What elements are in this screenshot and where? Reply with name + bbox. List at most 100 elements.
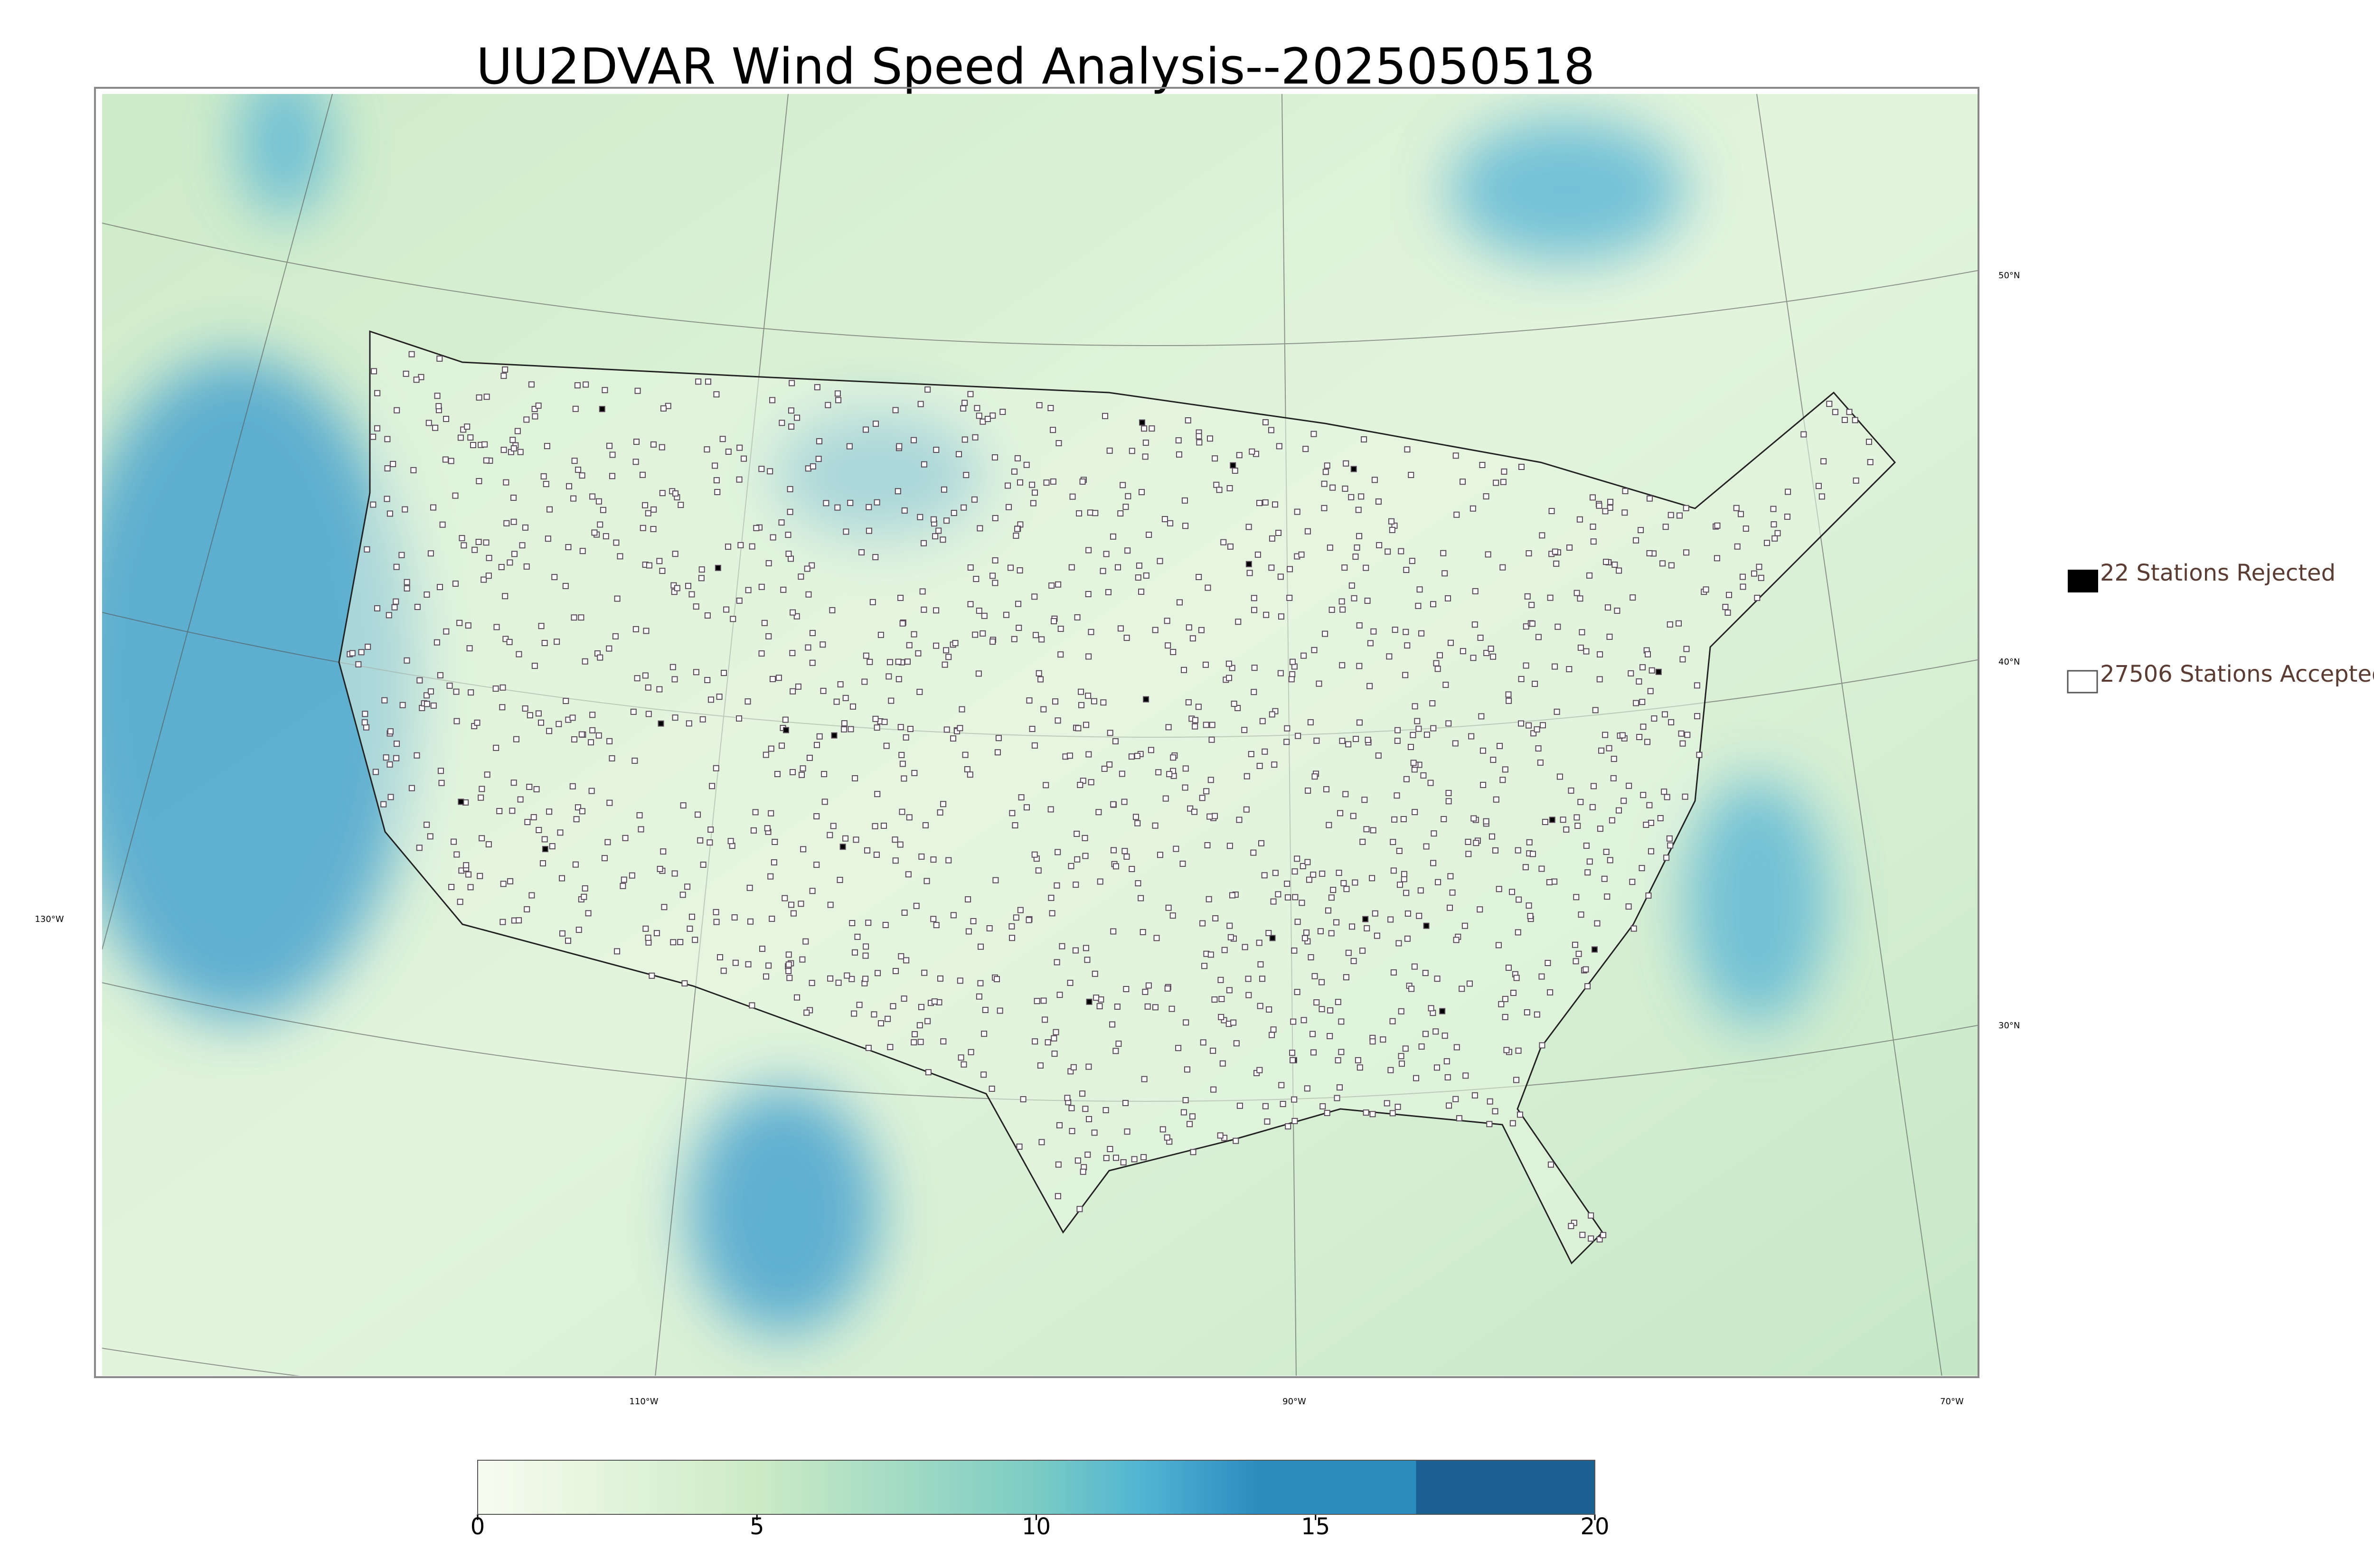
station: [1492, 847, 1499, 854]
station: [498, 564, 505, 571]
station: [736, 444, 743, 451]
station: [1080, 1168, 1086, 1175]
station: [478, 794, 484, 801]
station: [1430, 860, 1437, 866]
station: [393, 755, 400, 761]
station: [892, 967, 899, 974]
station: [1310, 1049, 1317, 1056]
station: [1622, 488, 1629, 494]
station: [448, 458, 454, 464]
station: [1269, 1032, 1275, 1038]
station: [539, 860, 546, 867]
station: [1472, 588, 1479, 594]
station: [394, 407, 400, 413]
station: [500, 881, 507, 887]
station: [542, 846, 548, 853]
station: [1403, 890, 1410, 896]
station: [1516, 896, 1522, 903]
station: [820, 641, 826, 648]
station: [851, 949, 858, 956]
station: [458, 798, 464, 805]
station: [942, 661, 948, 668]
station: [1548, 508, 1555, 515]
station: [1085, 547, 1092, 554]
station: [837, 681, 844, 688]
station: [434, 393, 441, 399]
station: [544, 443, 550, 450]
station: [805, 644, 811, 651]
station: [443, 628, 450, 635]
station: [1319, 1006, 1325, 1013]
station: [1400, 816, 1407, 823]
station: [749, 1002, 755, 1009]
station: [1286, 594, 1293, 601]
station: [361, 719, 368, 726]
station: [1085, 653, 1092, 660]
station: [1085, 751, 1092, 758]
station: [1093, 995, 1100, 1001]
station: [1012, 822, 1018, 829]
station: [1233, 1040, 1240, 1047]
station: [1100, 699, 1107, 706]
station: [480, 576, 487, 583]
station: [1069, 1128, 1075, 1135]
station: [1403, 566, 1410, 573]
station: [1447, 904, 1453, 911]
station: [1573, 590, 1580, 596]
station: [1016, 625, 1022, 631]
station: [1074, 856, 1081, 863]
station: [980, 1071, 987, 1078]
station: [1418, 1043, 1425, 1050]
station: [613, 539, 620, 546]
station: [887, 1044, 894, 1051]
station: [1539, 532, 1545, 539]
station: [906, 642, 913, 648]
legend-swatch-accepted: [2067, 670, 2098, 694]
station: [898, 751, 905, 758]
station: [672, 551, 678, 557]
station: [1225, 660, 1232, 667]
station: [1434, 976, 1441, 982]
station: [999, 409, 1006, 415]
station: [906, 814, 913, 821]
station: [692, 937, 698, 943]
station: [1064, 1095, 1071, 1101]
station: [1050, 427, 1056, 433]
station: [674, 585, 680, 592]
station: [1055, 1193, 1061, 1200]
station: [1629, 879, 1636, 885]
station: [915, 650, 922, 657]
station: [1026, 917, 1032, 923]
station: [1076, 510, 1083, 516]
station: [1085, 693, 1092, 699]
station: [1203, 722, 1209, 728]
station: [1277, 573, 1284, 580]
station: [1726, 592, 1733, 598]
station: [1502, 1014, 1508, 1020]
station: [1180, 1109, 1187, 1116]
station: [865, 1044, 872, 1051]
station: [1423, 1031, 1429, 1037]
station: [717, 954, 724, 961]
station: [788, 901, 795, 908]
station: [1589, 494, 1596, 501]
station: [398, 552, 405, 558]
station: [1102, 413, 1109, 419]
station: [1275, 530, 1282, 536]
station: [716, 694, 723, 700]
station: [1576, 516, 1583, 523]
station: [1502, 995, 1508, 1002]
station: [827, 832, 833, 838]
station: [967, 564, 974, 571]
station: [684, 883, 691, 890]
station: [1241, 727, 1248, 733]
station: [609, 755, 615, 761]
station: [1401, 876, 1407, 883]
station: [794, 414, 801, 421]
station: [1186, 624, 1192, 631]
station: [1407, 744, 1414, 751]
station: [1321, 480, 1328, 487]
station: [1588, 1212, 1594, 1219]
station: [720, 967, 727, 974]
station: [1075, 725, 1082, 732]
